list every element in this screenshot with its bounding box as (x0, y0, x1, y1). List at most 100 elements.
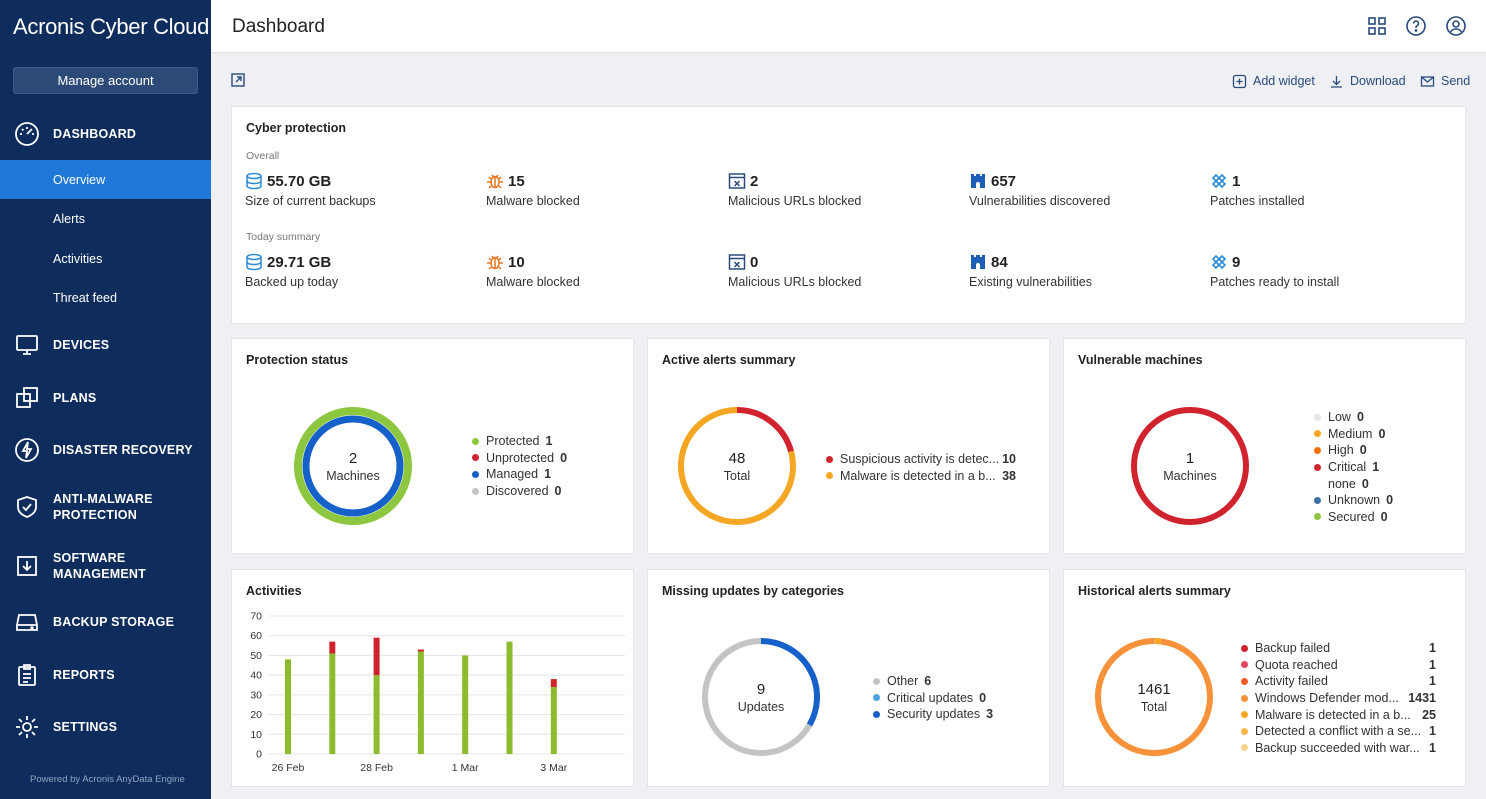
clipboard-icon (13, 661, 41, 689)
nav-software-management[interactable]: SOFTWARE MANAGEMENT (0, 549, 211, 583)
help-icon[interactable] (1405, 15, 1427, 37)
stat-overall-0: 55.70 GB Size of current backups (245, 171, 376, 209)
stat-overall-3: 657 Vulnerabilities discovered (969, 171, 1111, 209)
legend-label: Windows Defender mod... (1255, 691, 1399, 706)
gauge-icon (13, 120, 41, 148)
database-icon (245, 172, 263, 190)
widget-title: Active alerts summary (662, 353, 796, 367)
donut-caption: Total (723, 469, 751, 483)
protection-donut (294, 407, 412, 525)
legend-label: Protected (486, 434, 540, 449)
castle-icon (969, 172, 987, 190)
nav-item-activities[interactable]: Activities (53, 251, 103, 266)
stat-overall-2: 2 Malicious URLs blocked (728, 171, 861, 209)
widget-title: Missing updates by categories (662, 584, 844, 598)
user-account-icon[interactable] (1445, 15, 1467, 37)
legend-item: Suspicious activity is detec... 10 (826, 451, 1016, 468)
legend-label: Suspicious activity is detec... (840, 452, 1000, 467)
legend-label: none (1328, 476, 1356, 491)
legend-item: Malware is detected in a b... 25 (1241, 706, 1436, 723)
castle-icon (969, 253, 987, 271)
legend-item: Windows Defender mod... 1431 (1241, 690, 1436, 707)
apps-grid-icon[interactable] (1366, 15, 1388, 37)
today-summary-label: Today summary (246, 231, 321, 243)
cyber-protection-widget: Cyber protection Overall Today summary 5… (231, 106, 1466, 324)
nav-dashboard[interactable]: DASHBOARD (0, 118, 211, 150)
nav-anti-malware-protection[interactable]: ANTI-MALWARE PROTECTION (0, 490, 211, 524)
download-button[interactable]: Download (1329, 72, 1406, 90)
bar-segment (373, 637, 380, 676)
fullscreen-icon[interactable] (230, 72, 246, 88)
historical-donut (1095, 638, 1213, 756)
stat-today-1: 10 Malware blocked (486, 252, 580, 290)
bar-segment (462, 655, 469, 754)
nav-disaster-recovery[interactable]: DISASTER RECOVERY (0, 434, 211, 466)
nav-label: ANTI-MALWARE PROTECTION (53, 492, 153, 522)
nav-settings[interactable]: SETTINGS (0, 711, 211, 743)
manage-account-button[interactable]: Manage account (13, 67, 198, 94)
legend-value: 1 (1429, 674, 1436, 689)
patch-icon (1210, 172, 1228, 190)
mail-icon (1420, 75, 1435, 87)
nav-label: REPORTS (53, 668, 115, 682)
bar-segment (417, 651, 424, 754)
stat-caption: Malware blocked (486, 275, 580, 289)
y-tick-label: 40 (250, 670, 262, 682)
legend-label: Critical (1328, 460, 1367, 475)
nav-reports[interactable]: REPORTS (0, 659, 211, 691)
legend-dot (873, 677, 880, 685)
stat-caption: Vulnerabilities discovered (969, 194, 1111, 208)
stat-today-4: 9 Patches ready to install (1210, 252, 1340, 290)
legend-dot (1241, 661, 1248, 669)
monitor-icon (13, 331, 41, 359)
send-button[interactable]: Send (1420, 72, 1470, 90)
donut-total: 48 (728, 450, 746, 467)
stat-caption: Patches ready to install (1210, 275, 1340, 289)
stat-overall-4: 1 Patches installed (1210, 171, 1305, 209)
widget-title: Vulnerable machines (1078, 353, 1203, 367)
bar-segment (506, 641, 513, 754)
nav-item-alerts[interactable]: Alerts (53, 211, 85, 226)
missing-updates-widget: Missing updates by categories 9 Updates … (647, 569, 1050, 787)
vulnerable-donut (1131, 407, 1249, 525)
legend-item: High 0 (1314, 442, 1393, 459)
legend-item: Discovered 0 (472, 483, 567, 500)
legend-value: 0 (1359, 443, 1367, 458)
legend-dot (1314, 413, 1321, 421)
nav-item-overview[interactable]: Overview (0, 160, 211, 199)
nav-backup-storage[interactable]: BACKUP STORAGE (0, 606, 211, 638)
legend-dot (1241, 711, 1248, 719)
stat-today-0: 29.71 GB Backed up today (245, 252, 338, 290)
legend-dot (472, 454, 479, 462)
legend-label: Medium (1328, 426, 1373, 441)
activities-chart: 0 10 20 30 40 50 60 70 26 Feb 28 Feb 1 Mar 3 Mar (250, 611, 625, 774)
historical-alerts-widget: Historical alerts summary 1461 Total Bac… (1063, 569, 1466, 787)
nav-devices[interactable]: DEVICES (0, 329, 211, 361)
nav-plans[interactable]: PLANS (0, 382, 211, 414)
page-title: Dashboard (232, 16, 325, 37)
donut-segment (678, 407, 796, 525)
nav-label: DASHBOARD (53, 127, 137, 141)
legend-dot (1241, 727, 1248, 735)
legend-item: Activity failed 1 (1241, 673, 1436, 690)
nav-item-threat-feed[interactable]: Threat feed (53, 290, 117, 305)
lightning-icon (13, 436, 41, 464)
legend-dot (472, 487, 479, 495)
bar-segment (550, 679, 557, 687)
y-tick-label: 30 (250, 689, 262, 701)
stat-caption: Size of current backups (245, 194, 376, 208)
donut-segment (736, 407, 794, 453)
y-tick-label: 0 (256, 749, 262, 761)
legend-label: Unprotected (486, 450, 555, 465)
add-widget-button[interactable]: Add widget (1232, 72, 1315, 90)
legend-label: Low (1328, 410, 1351, 425)
legend-value: 0 (1361, 476, 1369, 491)
legend-item: Malware is detected in a b... 38 (826, 468, 1016, 485)
legend-dot (1314, 463, 1321, 471)
legend-label: Backup succeeded with war... (1255, 740, 1420, 755)
donut-total: 1 (1185, 450, 1195, 467)
legend-dot (472, 437, 479, 445)
legend-dot (1314, 446, 1321, 454)
legend-item: Backup succeeded with war... 1 (1241, 740, 1436, 757)
legend-dot (826, 455, 833, 463)
